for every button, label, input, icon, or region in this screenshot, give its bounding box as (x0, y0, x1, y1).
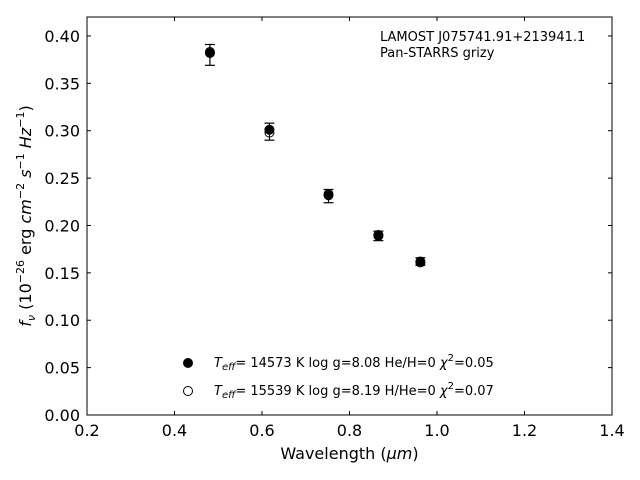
point-series-0 (264, 124, 275, 135)
x-tick-label: 0.8 (337, 421, 362, 440)
x-tick-label: 1.4 (599, 421, 624, 440)
y-tick-label: 0.35 (44, 74, 80, 93)
point-series-1 (264, 127, 275, 138)
legend-marker-open (183, 386, 193, 396)
x-tick-label: 0.2 (74, 421, 99, 440)
y-tick-label: 0.20 (44, 216, 80, 235)
data-points (204, 47, 426, 268)
point-series-1 (323, 190, 334, 201)
x-axis-label: Wavelength (μm) (280, 444, 418, 463)
y-tick-label: 0.30 (44, 122, 80, 141)
x-tick-label: 0.4 (162, 421, 187, 440)
plot-area (86, 16, 613, 416)
legend-label-1: Teff= 15539 K log g=8.19 H/He=0 χ2=0.07 (214, 381, 494, 401)
point-series-1 (373, 229, 384, 240)
y-tick-label: 0.15 (44, 264, 80, 283)
annotation-target-name: LAMOST J075741.91+213941.1 (380, 30, 585, 45)
x-tick-label: 1.0 (424, 421, 449, 440)
annotation-photometry: Pan-STARRS grizy (380, 46, 495, 61)
legend-marker-filled (183, 358, 193, 368)
y-tick-label: 0.40 (44, 27, 80, 46)
legend: Teff= 14573 K log g=8.08 He/H=0 χ2=0.05 … (183, 353, 494, 401)
y-tick-label: 0.10 (44, 311, 80, 330)
y-tick-label: 0.25 (44, 169, 80, 188)
y-tick-label: 0.05 (44, 359, 80, 378)
point-series-1 (204, 47, 215, 58)
x-tick-label: 0.6 (249, 421, 274, 440)
y-tick-label: 0.00 (44, 406, 80, 425)
point-series-1 (415, 257, 426, 268)
legend-label-0: Teff= 14573 K log g=8.08 He/H=0 χ2=0.05 (214, 353, 494, 373)
y-axis-label: fν (10−26 erg cm−2 s−1 Hz−1) (14, 105, 38, 326)
y-axis-ticks: 0.00 0.05 0.10 0.15 0.20 0.25 0.30 0.35 0.40 (44, 27, 612, 425)
x-tick-label: 1.2 (512, 421, 537, 440)
x-axis-ticks: 0.2 0.4 0.6 0.8 1.0 1.2 1.4 (74, 17, 625, 440)
